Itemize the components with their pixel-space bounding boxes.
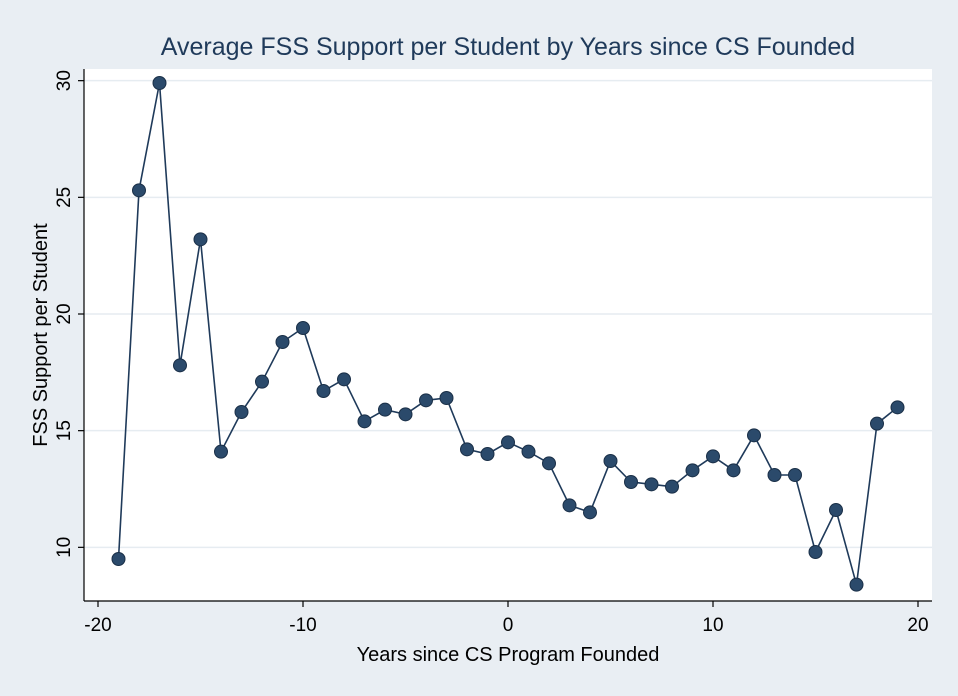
data-point	[193, 232, 208, 247]
data-point	[829, 503, 843, 517]
data-point	[439, 391, 454, 405]
data-point	[583, 505, 597, 520]
data-point	[685, 463, 700, 478]
chart-title: Average FSS Support per Student by Years…	[161, 33, 855, 61]
y-axis-label: FSS Support per Student	[30, 223, 52, 447]
data-point	[275, 335, 290, 349]
x-tick-label-1: -10	[289, 615, 316, 636]
x-tick-label-4: 20	[907, 615, 928, 636]
y-tick-label-2: 20	[54, 303, 75, 324]
data-point	[234, 405, 249, 419]
data-point	[849, 577, 864, 592]
data-point	[890, 400, 905, 415]
data-point	[501, 435, 515, 450]
data-point	[767, 468, 782, 482]
x-tick-label-2: 0	[503, 615, 514, 636]
data-point	[808, 545, 823, 559]
data-point	[665, 479, 679, 494]
data-point	[747, 428, 761, 443]
y-tick-label-0: 10	[54, 537, 75, 558]
data-point	[542, 456, 556, 471]
data-point	[316, 384, 331, 398]
data-point	[460, 442, 474, 457]
plot-area	[84, 69, 932, 601]
data-point	[521, 444, 536, 459]
data-point	[398, 407, 413, 422]
data-point	[870, 416, 884, 431]
data-point	[111, 552, 126, 566]
y-tick-label-4: 30	[54, 70, 75, 91]
axes: 10 15 20 25 30 -20 -10 0 10 20	[54, 69, 932, 636]
data-point	[357, 414, 372, 429]
data-point	[644, 477, 659, 492]
data-point	[337, 372, 351, 387]
data-series	[111, 76, 905, 592]
data-point	[296, 321, 310, 335]
x-tick-label-3: 10	[702, 615, 723, 636]
data-point	[173, 358, 187, 373]
data-point	[152, 76, 167, 90]
data-point	[562, 498, 577, 513]
data-point	[480, 447, 495, 461]
x-tick-label-0: -20	[84, 615, 111, 636]
data-point	[132, 183, 146, 198]
grid-lines	[84, 79, 932, 549]
y-tick-label-3: 25	[54, 187, 75, 208]
data-point	[378, 402, 392, 417]
data-point	[706, 449, 720, 464]
data-point	[214, 444, 228, 459]
data-point	[255, 374, 269, 389]
data-point	[788, 468, 802, 482]
x-axis-label: Years since CS Program Founded	[357, 644, 660, 666]
data-point	[726, 463, 741, 478]
data-point	[603, 454, 618, 468]
data-point	[624, 475, 638, 489]
y-tick-label-1: 15	[54, 420, 75, 441]
data-point	[419, 393, 433, 408]
